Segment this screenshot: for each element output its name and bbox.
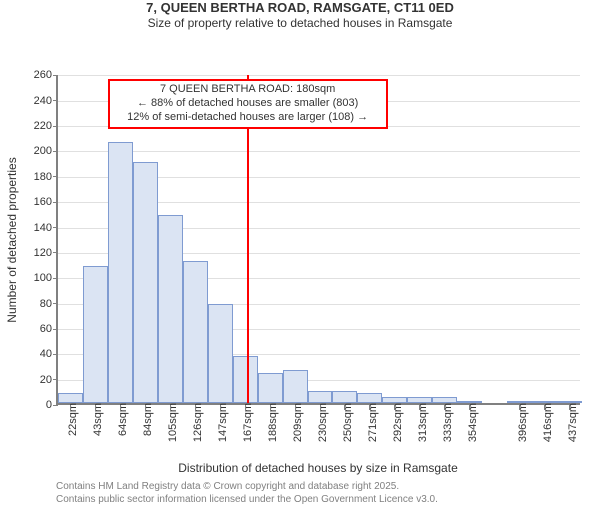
x-tick-mark	[569, 405, 570, 410]
bar	[283, 370, 308, 403]
y-tick-mark	[53, 354, 58, 355]
bar	[258, 373, 283, 403]
y-tick-mark	[53, 278, 58, 279]
x-tick-mark	[344, 405, 345, 410]
x-tick-mark	[220, 405, 221, 410]
bar	[208, 304, 233, 403]
bar	[158, 215, 183, 403]
y-tick-mark	[53, 151, 58, 152]
annotation-box: 7 QUEEN BERTHA ROAD: 180sqm← 88% of deta…	[108, 79, 388, 128]
attribution-text: Contains HM Land Registry data © Crown c…	[56, 481, 438, 506]
y-tick-mark	[53, 303, 58, 304]
x-tick-mark	[145, 405, 146, 410]
x-tick-mark	[295, 405, 296, 410]
chart-subtitle: Size of property relative to detached ho…	[0, 16, 600, 31]
chart-title: 7, QUEEN BERTHA ROAD, RAMSGATE, CT11 0ED	[0, 0, 600, 16]
x-tick-mark	[95, 405, 96, 410]
y-tick-mark	[53, 227, 58, 228]
bar	[83, 266, 108, 403]
x-tick-mark	[320, 405, 321, 410]
x-tick-mark	[245, 405, 246, 410]
x-axis-label: Distribution of detached houses by size …	[178, 461, 458, 475]
x-tick-mark	[444, 405, 445, 410]
y-tick-mark	[53, 176, 58, 177]
annotation-line: 12% of semi-detached houses are larger (…	[114, 111, 382, 125]
y-tick-mark	[53, 379, 58, 380]
x-tick-mark	[519, 405, 520, 410]
x-tick-mark	[544, 405, 545, 410]
x-tick-mark	[369, 405, 370, 410]
bar	[308, 391, 333, 404]
plot-area: 02040608010012014016018020022024026022sq…	[56, 75, 580, 405]
annotation-line: 7 QUEEN BERTHA ROAD: 180sqm	[114, 83, 382, 97]
y-tick-mark	[53, 126, 58, 127]
y-tick-mark	[53, 329, 58, 330]
x-tick-mark	[170, 405, 171, 410]
x-tick-mark	[120, 405, 121, 410]
x-tick-mark	[195, 405, 196, 410]
bar	[108, 142, 133, 403]
bar	[332, 391, 357, 404]
y-tick-mark	[53, 252, 58, 253]
y-tick-mark	[53, 405, 58, 406]
x-tick-mark	[419, 405, 420, 410]
x-tick-mark	[469, 405, 470, 410]
annotation-line: ← 88% of detached houses are smaller (80…	[114, 97, 382, 111]
x-tick-mark	[394, 405, 395, 410]
attribution-line: Contains HM Land Registry data © Crown c…	[56, 481, 438, 494]
x-tick-mark	[70, 405, 71, 410]
bar	[233, 356, 258, 403]
y-tick-mark	[53, 202, 58, 203]
bar	[133, 162, 158, 403]
bar	[183, 261, 208, 403]
gridline	[58, 75, 580, 76]
y-axis-label: Number of detached properties	[5, 158, 19, 323]
x-tick-mark	[270, 405, 271, 410]
bar	[58, 393, 83, 403]
bar	[357, 393, 382, 403]
y-tick-mark	[53, 75, 58, 76]
gridline	[58, 151, 580, 152]
y-tick-mark	[53, 100, 58, 101]
